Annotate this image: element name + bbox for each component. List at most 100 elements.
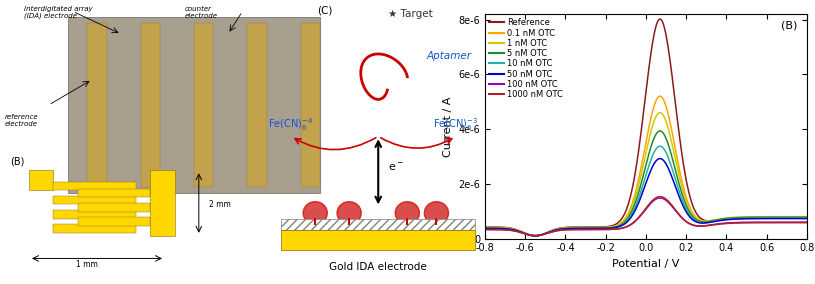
Bar (150, 170, 174, 236)
5 nM OTC (758, 216, 768, 219)
5 nM OTC (480, 226, 490, 230)
Polygon shape (337, 202, 361, 224)
100 nM OTC (655, 196, 665, 200)
Line: 100 nM OTC: 100 nM OTC (485, 198, 807, 235)
1000 nM OTC (500, 228, 509, 231)
Text: (B): (B) (781, 21, 797, 31)
Line: 50 nM OTC: 50 nM OTC (485, 158, 807, 236)
50 nM OTC (676, 200, 686, 203)
0.1 nM OTC (676, 176, 686, 179)
Legend: Reference, 0.1 nM OTC, 1 nM OTC, 5 nM OTC, 10 nM OTC, 50 nM OTC, 100 nM OTC, 100: Reference, 0.1 nM OTC, 1 nM OTC, 5 nM OT… (487, 17, 565, 101)
Reference (802, 216, 812, 220)
Bar (68, 17, 320, 193)
10 nM OTC (802, 216, 812, 220)
0.1 nM OTC (655, 95, 665, 98)
50 nM OTC (758, 217, 768, 220)
Reference (655, 17, 665, 21)
10 nM OTC (676, 195, 686, 199)
1000 nM OTC (758, 221, 768, 224)
10 nM OTC (686, 215, 696, 218)
Bar (77, 203, 150, 212)
Line: 10 nM OTC: 10 nM OTC (485, 146, 807, 236)
0.1 nM OTC (667, 133, 677, 137)
FancyBboxPatch shape (68, 17, 320, 193)
Line: 1 nM OTC: 1 nM OTC (485, 112, 807, 236)
100 nM OTC (802, 220, 812, 224)
Bar (194, 23, 214, 187)
50 nM OTC (531, 234, 540, 237)
Text: Gold IDA electrode: Gold IDA electrode (329, 262, 427, 272)
10 nM OTC (725, 217, 735, 221)
Reference (676, 147, 686, 150)
Line: 0.1 nM OTC: 0.1 nM OTC (485, 96, 807, 236)
Bar (281, 219, 475, 230)
0.1 nM OTC (500, 226, 509, 230)
Reference (480, 225, 490, 229)
100 nM OTC (758, 220, 768, 224)
1000 nM OTC (686, 223, 696, 226)
100 nM OTC (725, 221, 735, 224)
1000 nM OTC (676, 215, 686, 218)
50 nM OTC (667, 178, 677, 181)
Text: Fe(CN)$^{-4}_{6}$: Fe(CN)$^{-4}_{6}$ (268, 116, 314, 133)
Bar (301, 23, 320, 187)
100 nM OTC (686, 223, 696, 226)
5 nM OTC (531, 234, 540, 237)
Polygon shape (425, 202, 448, 224)
Text: counter
electrode: counter electrode (184, 6, 218, 19)
50 nM OTC (686, 216, 696, 220)
10 nM OTC (480, 227, 490, 230)
1000 nM OTC (802, 221, 812, 224)
5 nM OTC (655, 129, 665, 133)
5 nM OTC (686, 212, 696, 216)
Bar (281, 230, 475, 250)
1 nM OTC (676, 182, 686, 185)
10 nM OTC (667, 169, 677, 172)
Text: ★ Target: ★ Target (388, 9, 433, 18)
1 nM OTC (758, 216, 768, 219)
1 nM OTC (802, 216, 812, 219)
50 nM OTC (725, 218, 735, 221)
Reference (531, 234, 540, 237)
1 nM OTC (531, 234, 540, 237)
100 nM OTC (676, 216, 686, 219)
1 nM OTC (500, 226, 509, 230)
Text: 1 mm: 1 mm (77, 260, 99, 269)
0.1 nM OTC (758, 215, 768, 218)
Bar (29, 170, 53, 190)
Text: 2 mm: 2 mm (209, 200, 231, 209)
5 nM OTC (802, 216, 812, 219)
10 nM OTC (531, 234, 540, 237)
Line: Reference: Reference (485, 19, 807, 236)
1000 nM OTC (531, 234, 540, 237)
Text: Fe(CN)$^{-3}_{6}$: Fe(CN)$^{-3}_{6}$ (434, 116, 478, 133)
0.1 nM OTC (480, 226, 490, 229)
100 nM OTC (500, 228, 509, 231)
Reference (667, 79, 677, 83)
0.1 nM OTC (725, 216, 735, 219)
Line: 1000 nM OTC: 1000 nM OTC (485, 197, 807, 235)
5 nM OTC (500, 227, 509, 230)
5 nM OTC (676, 189, 686, 193)
50 nM OTC (500, 227, 509, 230)
Bar (53, 182, 136, 190)
5 nM OTC (725, 216, 735, 220)
10 nM OTC (655, 145, 665, 148)
Text: reference
electrode: reference electrode (5, 114, 38, 127)
Polygon shape (303, 202, 328, 224)
Reference (758, 216, 768, 220)
0.1 nM OTC (802, 215, 812, 218)
100 nM OTC (480, 228, 490, 231)
Bar (141, 23, 160, 187)
50 nM OTC (655, 157, 665, 160)
Bar (77, 189, 150, 197)
1000 nM OTC (725, 222, 735, 225)
Bar (53, 196, 136, 204)
X-axis label: Potential / V: Potential / V (612, 259, 680, 269)
Bar (77, 217, 150, 226)
1 nM OTC (655, 111, 665, 114)
5 nM OTC (667, 158, 677, 161)
0.1 nM OTC (531, 234, 540, 237)
Bar (53, 224, 136, 233)
1000 nM OTC (667, 204, 677, 208)
